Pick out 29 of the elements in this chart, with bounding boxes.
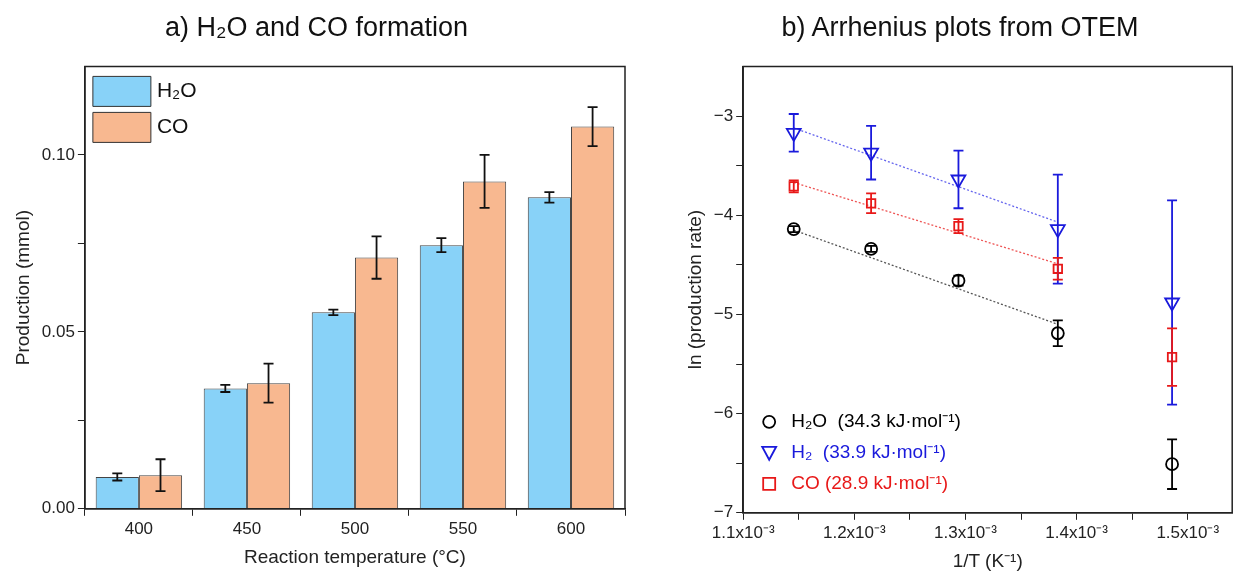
x-tick-label: 1.5x10⁻³ [1156,522,1220,542]
chart-title: b) Arrhenius plots from OTEM [781,11,1139,42]
chart-title: a) H₂O and CO formation [164,11,469,42]
x-tick-label: 1.2x10⁻³ [822,522,887,542]
x-tick-label: 550 [448,518,478,538]
x-tick-label: 1.3x10⁻³ [934,522,998,542]
x-tick-label: 500 [340,518,370,538]
x-tick-label: 600 [556,518,586,538]
y-tick-label: 0.00 [41,498,75,518]
legend-label: CO (28.9 kJ·mol⁻¹) [791,472,949,494]
legend-label: H₂ (33.9 kJ·mol⁻¹) [791,441,947,463]
x-tick-label: 400 [124,518,154,538]
x-axis-title: 1/T (K⁻¹) [952,549,1023,571]
x-tick-label: 450 [232,518,262,538]
y-tick-label: −7 [713,502,734,522]
x-tick-label: 1.4x10⁻³ [1045,522,1109,542]
y-axis-title: ln (production rate) [683,209,705,370]
y-tick-label: −4 [713,204,734,224]
y-tick-label: −3 [713,105,734,125]
legend-label: CO [156,114,189,138]
y-tick-label: 0.10 [41,144,75,164]
y-tick-label: −5 [713,304,734,324]
y-tick-label: −6 [713,403,734,423]
x-tick-label: 1.1x10⁻³ [711,522,775,542]
x-axis-title: Reaction temperature (°C) [243,545,466,567]
y-axis-title: Production (mmol) [11,209,33,366]
legend-label: H₂O (34.3 kJ·mol⁻¹) [791,410,961,432]
legend-label: H₂O [156,78,197,102]
y-tick-label: 0.05 [41,321,75,341]
